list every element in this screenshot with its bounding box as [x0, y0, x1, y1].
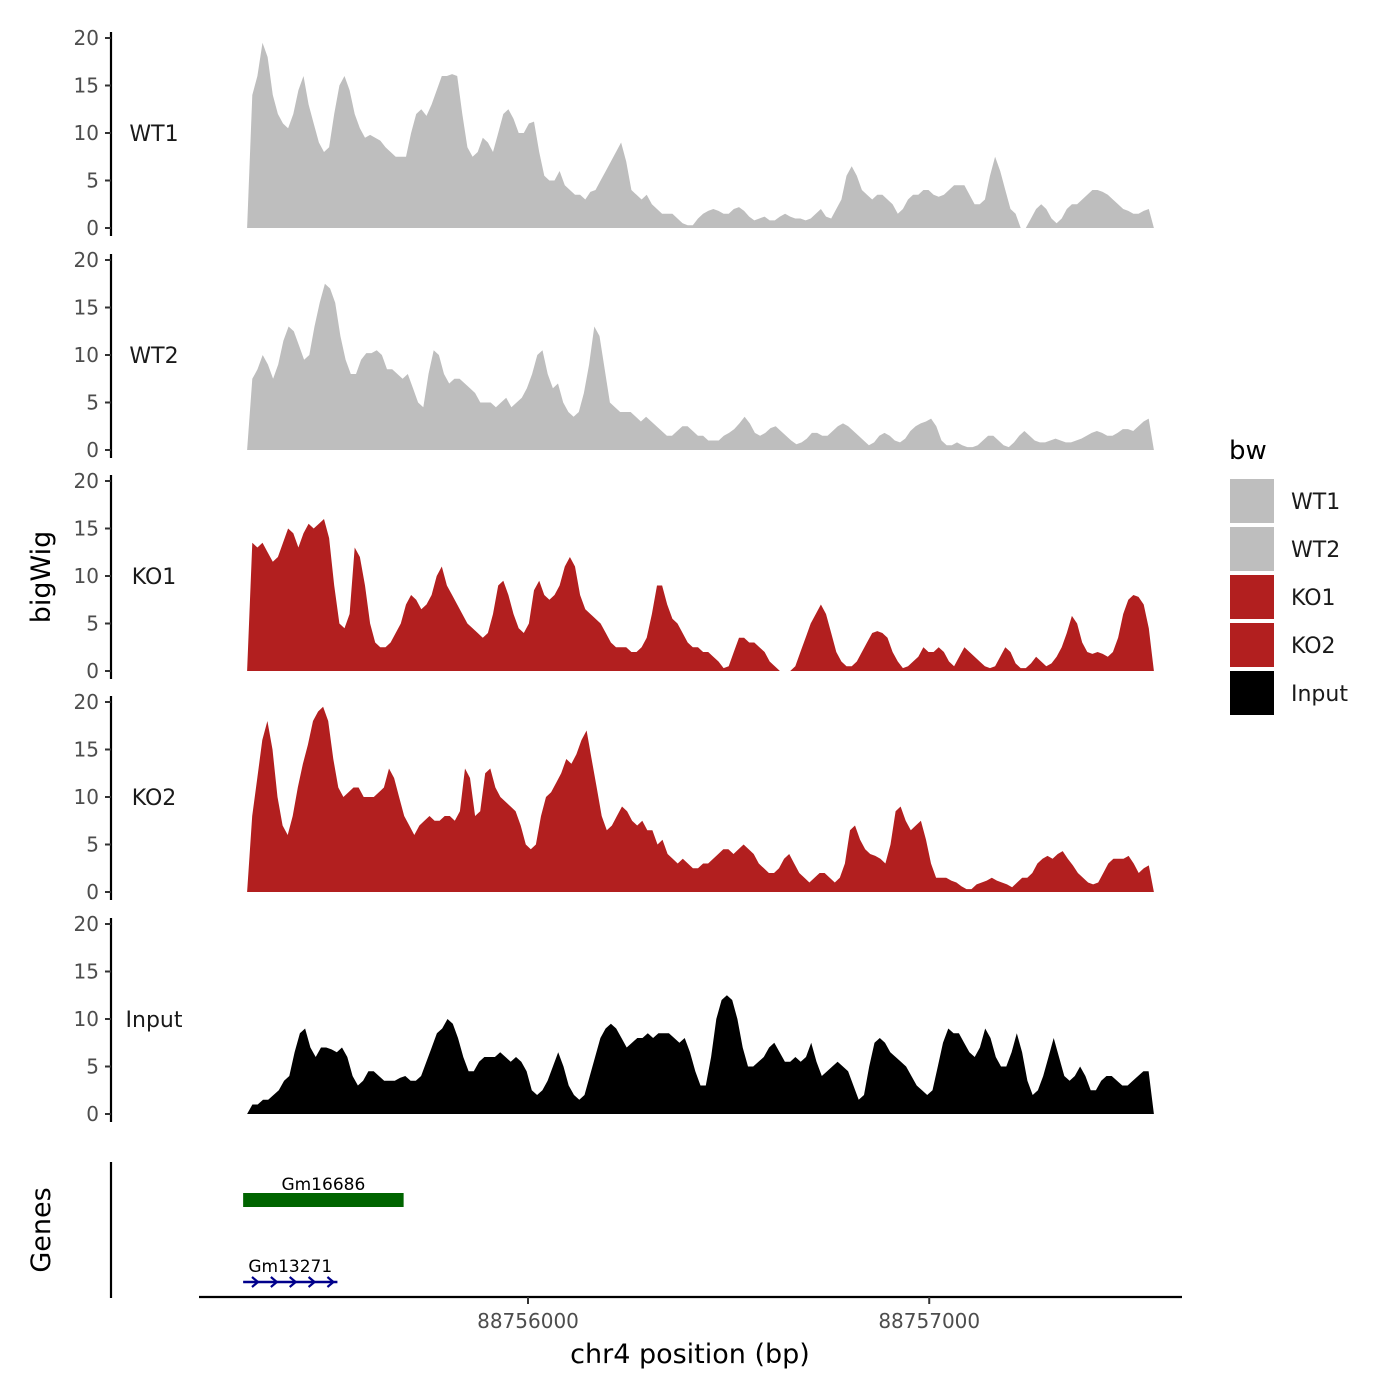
y-tick-label: 5	[86, 612, 99, 636]
strand-arrow	[270, 1276, 279, 1288]
x-axis-title: chr4 position (bp)	[570, 1339, 810, 1370]
y-tick-label: 10	[74, 564, 99, 588]
y-tick-label: 15	[74, 517, 99, 541]
track-label: KO2	[132, 786, 177, 811]
bigwig-tracks: 0 5 10 15 20 WT1 0 5 10 15 20 WT2 0 5 10 15 20 KO1 0 5 10 15 2…	[74, 26, 1154, 1126]
y-tick-label: 10	[74, 343, 99, 367]
strand-arrow	[326, 1276, 336, 1288]
y-tick-label: 20	[74, 469, 99, 493]
y-tick-label: 10	[74, 121, 99, 145]
area-series-ko1	[247, 519, 1154, 671]
gene-body	[243, 1193, 404, 1207]
strand-arrow	[289, 1276, 298, 1288]
y-tick-label: 15	[74, 296, 99, 320]
area-series-wt1	[247, 42, 1154, 228]
legend-item-input: Input	[1230, 671, 1348, 715]
track-wt2: 0 5 10 15 20 WT2	[74, 248, 1154, 462]
area-series-ko2	[247, 706, 1154, 892]
y-tick-label: 5	[86, 391, 99, 415]
gene-panel-label: Genes	[26, 1187, 57, 1272]
y-tick-label: 0	[86, 880, 99, 904]
x-tick-label: 88757000	[878, 1309, 980, 1333]
legend-swatch	[1230, 479, 1274, 523]
legend-label: WT2	[1291, 538, 1340, 563]
track-ko2: 0 5 10 15 20 KO2	[74, 690, 1154, 904]
x-tick-label: 88756000	[477, 1309, 579, 1333]
strand-arrow	[251, 1276, 260, 1288]
legend-swatch	[1230, 623, 1274, 667]
y-tick-label: 0	[86, 216, 99, 240]
y-tick-label: 20	[74, 26, 99, 50]
legend-item-wt1: WT1	[1230, 479, 1340, 523]
legend-label: KO2	[1291, 634, 1336, 659]
y-tick-label: 0	[86, 438, 99, 462]
track-label: KO1	[132, 565, 177, 590]
legend-label: WT1	[1291, 490, 1340, 515]
track-label: WT1	[129, 122, 178, 147]
legend-item-wt2: WT2	[1230, 527, 1340, 571]
legend-items: WT1 WT2 KO1 KO2 Input	[1230, 479, 1348, 715]
y-tick-label: 0	[86, 1102, 99, 1126]
track-label: Input	[126, 1008, 183, 1033]
track-wt1: 0 5 10 15 20 WT1	[74, 26, 1154, 240]
track-ko1: 0 5 10 15 20 KO1	[74, 469, 1154, 683]
legend-item-ko2: KO2	[1230, 623, 1336, 667]
y-tick-label: 5	[86, 833, 99, 857]
strand-arrow	[307, 1276, 317, 1288]
area-series-input	[247, 995, 1154, 1114]
gene-gm16686: Gm16686	[243, 1175, 404, 1207]
legend-swatch	[1230, 527, 1274, 571]
y-tick-label: 15	[74, 738, 99, 762]
y-tick-label: 5	[86, 1055, 99, 1079]
track-input: 0 5 10 15 20 Input	[74, 912, 1154, 1126]
y-tick-label: 20	[74, 248, 99, 272]
y-tick-label: 20	[74, 690, 99, 714]
y-tick-label: 15	[74, 960, 99, 984]
area-series-wt2	[247, 283, 1154, 450]
gene-features: Gm16686 Gm13271	[243, 1175, 404, 1288]
legend: bw WT1 WT2 KO1 KO2 Input	[1229, 436, 1348, 715]
x-ticks: 88756000 88757000	[477, 1297, 980, 1333]
legend-label: Input	[1291, 682, 1348, 707]
legend-swatch	[1230, 575, 1274, 619]
y-tick-label: 0	[86, 659, 99, 683]
y-tick-label: 20	[74, 912, 99, 936]
y-tick-label: 10	[74, 785, 99, 809]
legend-item-ko1: KO1	[1230, 575, 1336, 619]
y-tick-label: 5	[86, 169, 99, 193]
y-tick-label: 10	[74, 1007, 99, 1031]
legend-label: KO1	[1291, 586, 1336, 611]
y-axis-title: bigWig	[26, 531, 57, 624]
gene-panel: Genes Gm16686 Gm13271	[26, 1162, 404, 1298]
legend-title: bw	[1229, 436, 1267, 466]
legend-swatch	[1230, 671, 1274, 715]
y-tick-label: 15	[74, 74, 99, 98]
x-axis: 88756000 88757000 chr4 position (bp)	[199, 1295, 1182, 1370]
track-label: WT2	[129, 344, 178, 369]
gene-label: Gm13271	[248, 1257, 332, 1277]
gene-label: Gm16686	[281, 1175, 365, 1195]
gene-gm13271: Gm13271	[243, 1257, 338, 1288]
